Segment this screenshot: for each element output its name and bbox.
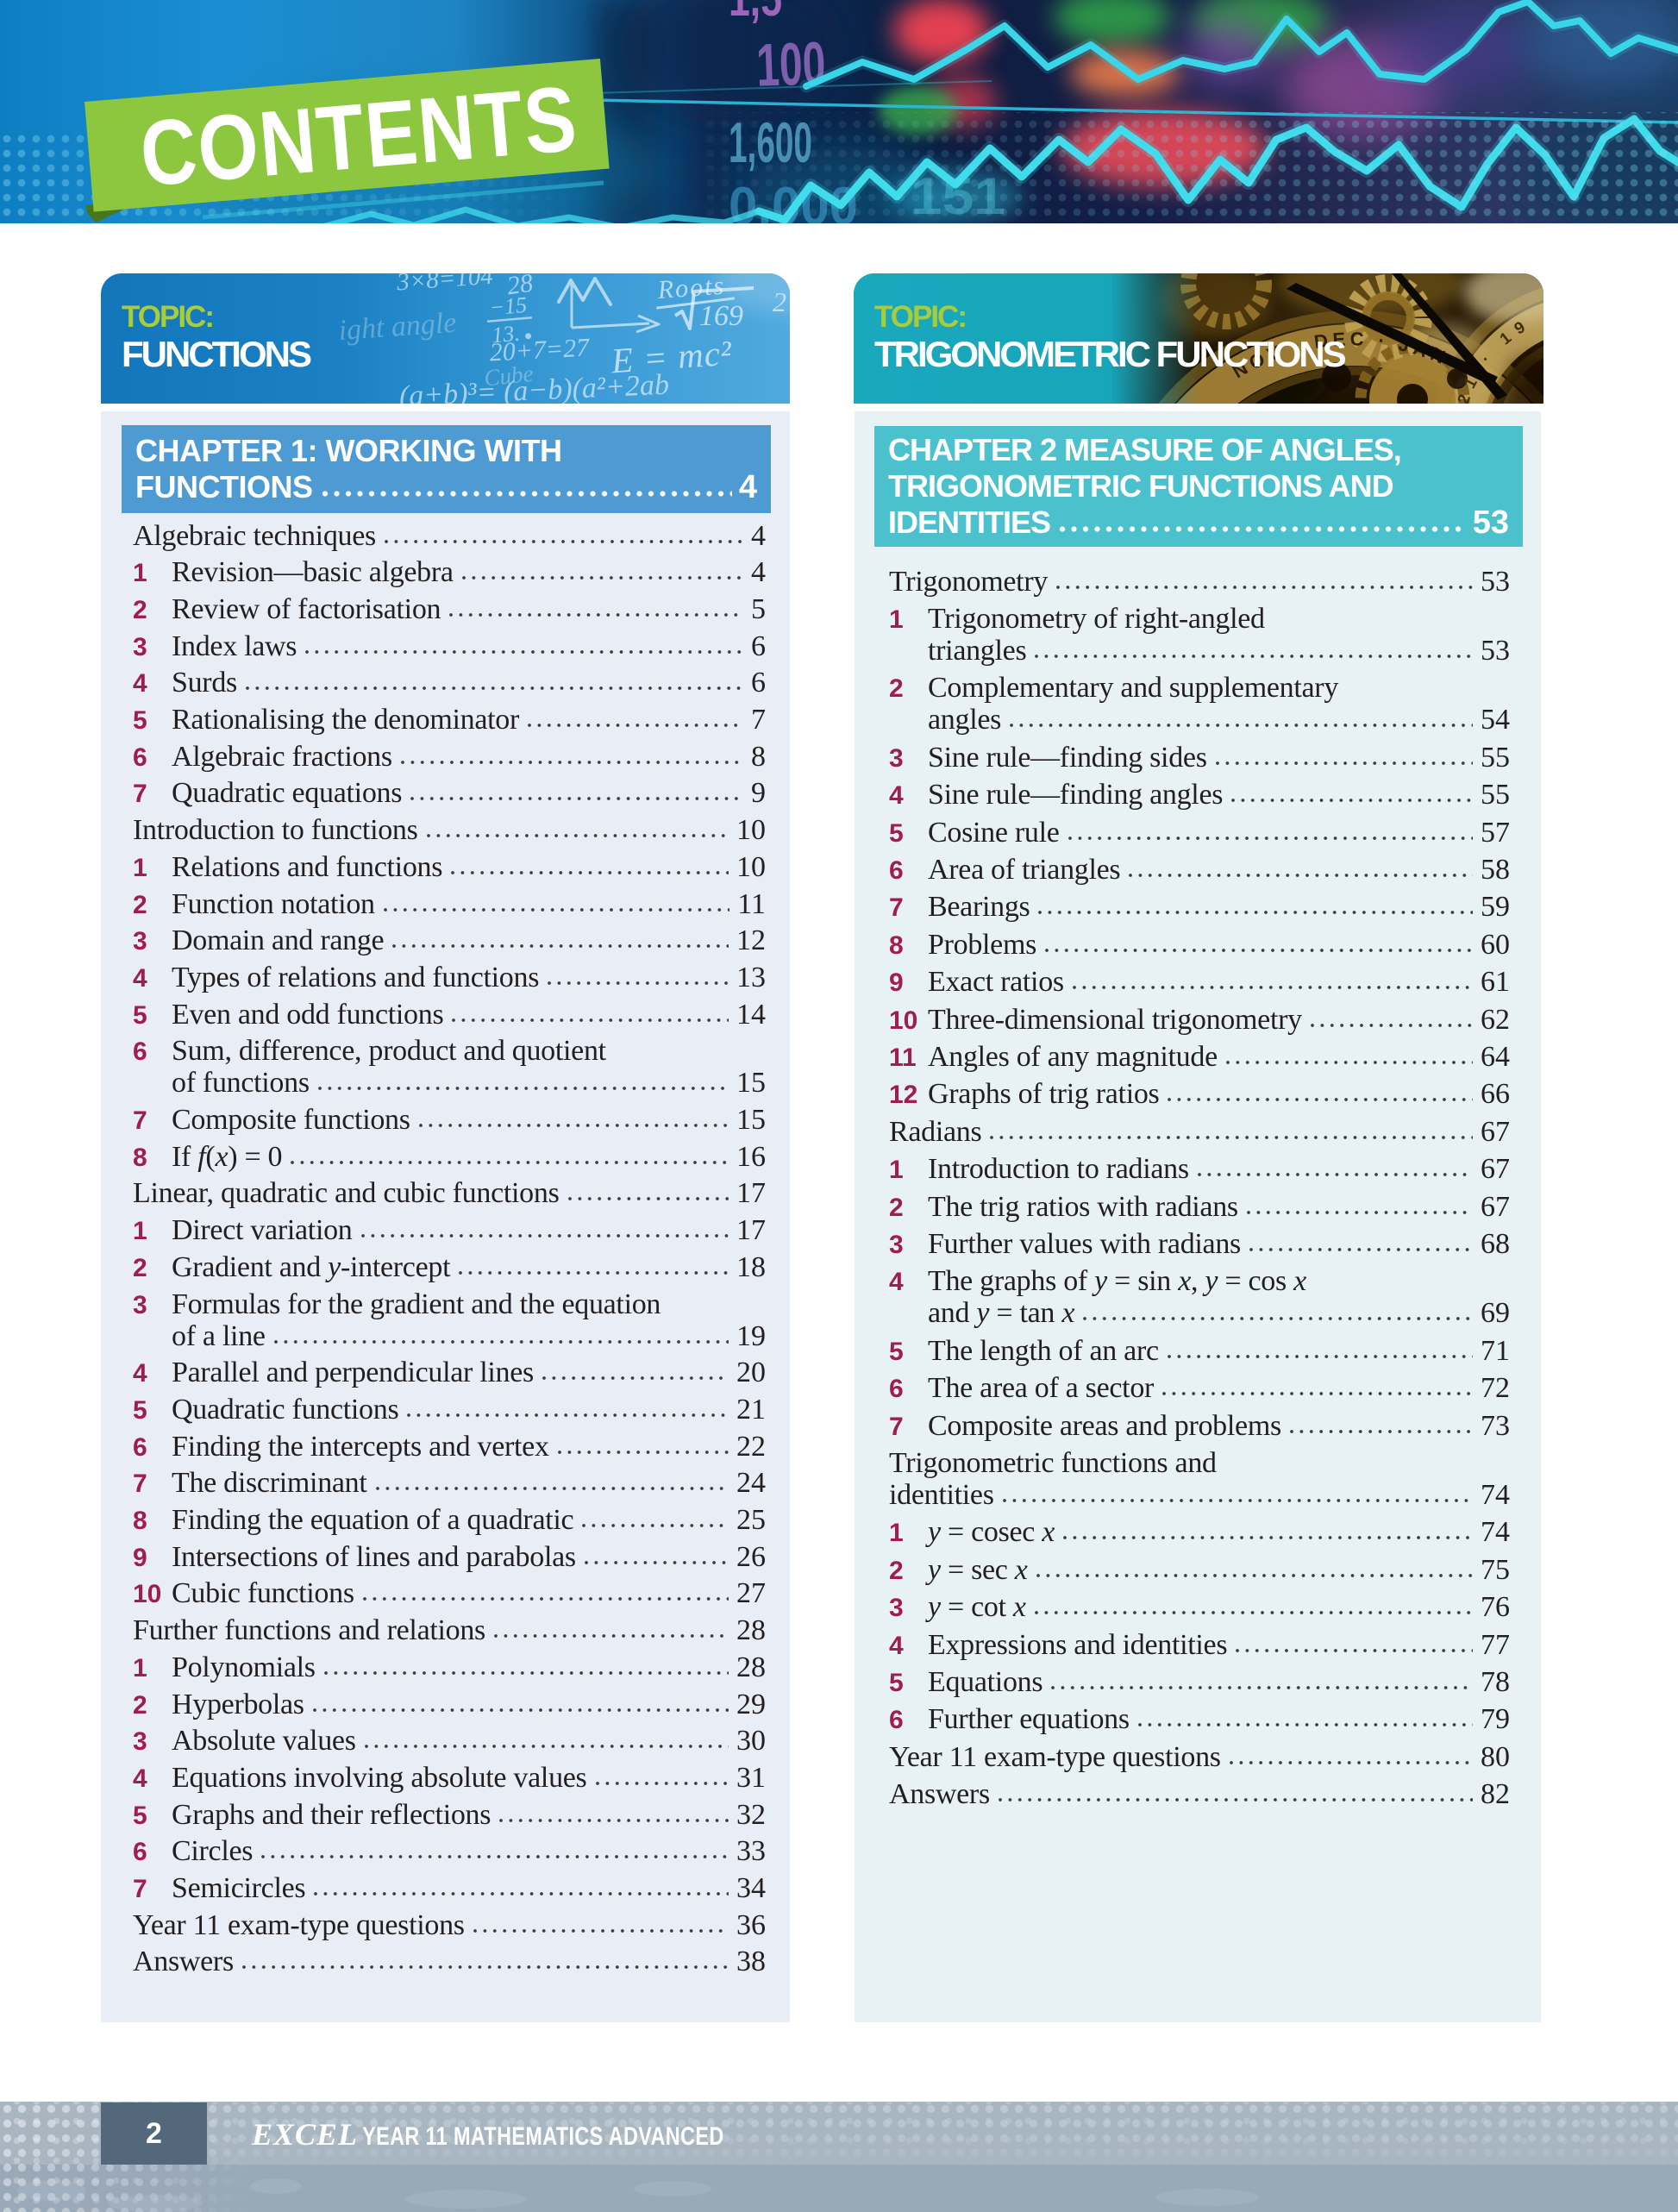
svg-text:−15: −15 — [488, 292, 528, 321]
svg-text:100: 100 — [755, 29, 827, 99]
svg-text:28: 28 — [505, 273, 535, 300]
svg-text:E = mc²: E = mc² — [609, 333, 733, 381]
svg-text:2: 2 — [773, 286, 786, 317]
svg-text:169: 169 — [699, 300, 743, 332]
svg-text:20+7=27: 20+7=27 — [489, 333, 592, 367]
svg-text:1,5: 1,5 — [729, 0, 782, 27]
svg-text:13.: 13. — [491, 321, 521, 348]
svg-text:Cube: Cube — [483, 360, 535, 392]
